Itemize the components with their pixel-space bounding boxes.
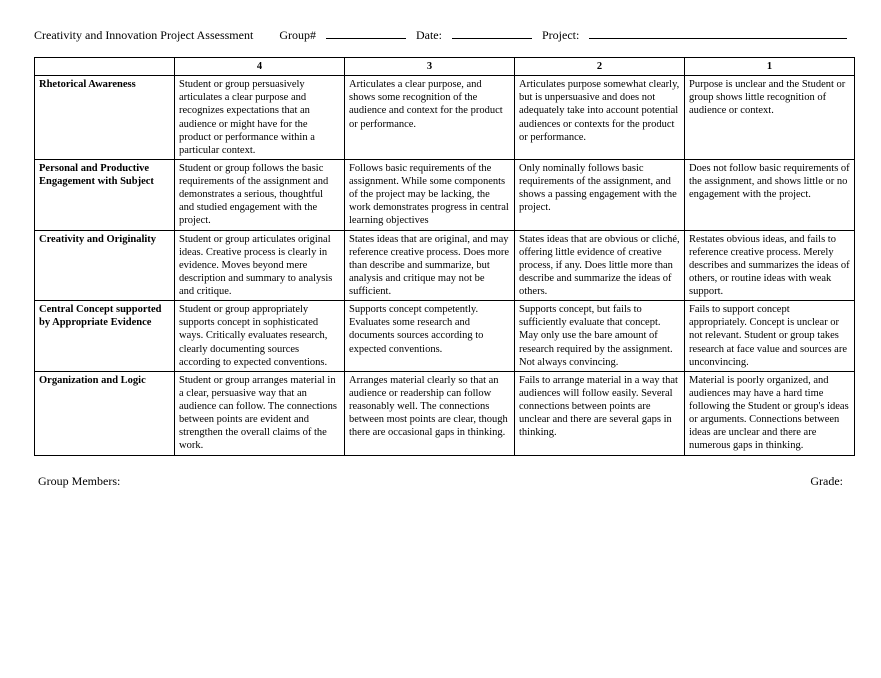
project-label: Project: [542, 28, 579, 43]
date-blank[interactable] [452, 28, 532, 39]
footer-line: Group Members: Grade: [34, 474, 847, 489]
cell: Student or group arranges material in a … [175, 371, 345, 455]
level-2-header: 2 [515, 58, 685, 76]
group-blank[interactable] [326, 28, 406, 39]
cell: Purpose is unclear and the Student or gr… [685, 76, 855, 160]
date-label: Date: [416, 28, 442, 43]
cell: Only nominally follows basic requirement… [515, 159, 685, 230]
table-row: Creativity and Originality Student or gr… [35, 230, 855, 301]
cell: Student or group follows the basic requi… [175, 159, 345, 230]
table-row: Central Concept supported by Appropriate… [35, 301, 855, 372]
grade-label: Grade: [810, 474, 843, 489]
header-row: 4 3 2 1 [35, 58, 855, 76]
header-line: Creativity and Innovation Project Assess… [34, 28, 847, 43]
cell: Student or group articulates original id… [175, 230, 345, 301]
group-members-label: Group Members: [38, 474, 120, 489]
cell: Does not follow basic requirements of th… [685, 159, 855, 230]
table-row: Organization and Logic Student or group … [35, 371, 855, 455]
group-label: Group# [279, 28, 316, 43]
cell: Fails to support concept appropriately. … [685, 301, 855, 372]
cell: Arranges material clearly so that an aud… [345, 371, 515, 455]
cell: Student or group persuasively articulate… [175, 76, 345, 160]
cell: Fails to arrange material in a way that … [515, 371, 685, 455]
cell: Articulates purpose somewhat clearly, bu… [515, 76, 685, 160]
cell: Articulates a clear purpose, and shows s… [345, 76, 515, 160]
cell: States ideas that are obvious or cliché,… [515, 230, 685, 301]
level-1-header: 1 [685, 58, 855, 76]
criteria-name: Personal and Productive Engagement with … [35, 159, 175, 230]
cell: Material is poorly organized, and audien… [685, 371, 855, 455]
cell: Restates obvious ideas, and fails to ref… [685, 230, 855, 301]
table-row: Rhetorical Awareness Student or group pe… [35, 76, 855, 160]
cell: Supports concept competently. Evaluates … [345, 301, 515, 372]
cell: Supports concept, but fails to sufficien… [515, 301, 685, 372]
level-4-header: 4 [175, 58, 345, 76]
cell: Student or group appropriately supports … [175, 301, 345, 372]
criteria-name: Creativity and Originality [35, 230, 175, 301]
project-blank[interactable] [589, 28, 847, 39]
cell: Follows basic requirements of the assign… [345, 159, 515, 230]
criteria-header-blank [35, 58, 175, 76]
criteria-name: Central Concept supported by Appropriate… [35, 301, 175, 372]
criteria-name: Organization and Logic [35, 371, 175, 455]
table-row: Personal and Productive Engagement with … [35, 159, 855, 230]
rubric-table: 4 3 2 1 Rhetorical Awareness Student or … [34, 57, 855, 456]
criteria-name: Rhetorical Awareness [35, 76, 175, 160]
level-3-header: 3 [345, 58, 515, 76]
cell: States ideas that are original, and may … [345, 230, 515, 301]
page-title: Creativity and Innovation Project Assess… [34, 28, 253, 43]
